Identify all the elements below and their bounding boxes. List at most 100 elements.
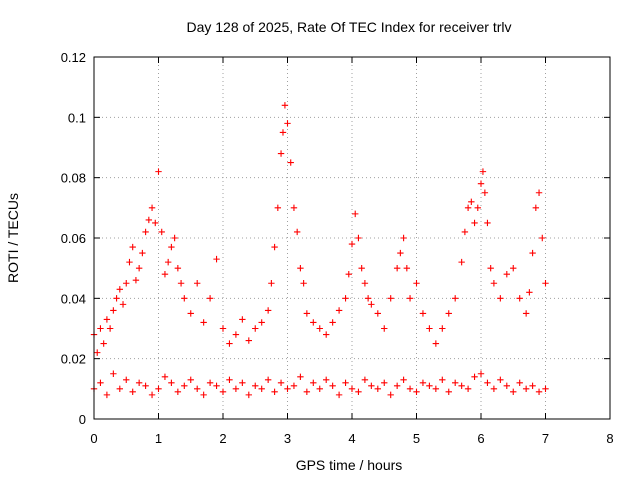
data-point xyxy=(277,150,285,157)
data-point xyxy=(116,385,123,393)
data-point xyxy=(116,286,123,293)
data-point xyxy=(123,280,130,287)
data-point xyxy=(471,373,478,380)
data-point xyxy=(290,382,298,390)
data-point xyxy=(335,391,343,399)
x-tick-label: 3 xyxy=(284,431,291,446)
data-point xyxy=(348,385,356,393)
data-point xyxy=(342,295,349,302)
data-point xyxy=(381,379,388,386)
x-tick-label: 0 xyxy=(90,431,97,446)
plot-frame xyxy=(93,56,611,420)
data-point xyxy=(219,325,227,332)
data-point xyxy=(232,331,240,338)
data-point xyxy=(161,271,169,278)
data-point xyxy=(103,316,111,323)
y-tick-label: 0.06 xyxy=(61,231,86,246)
x-tick-label: 6 xyxy=(477,431,484,446)
data-point xyxy=(432,385,440,393)
data-point xyxy=(529,249,536,257)
data-point xyxy=(187,376,194,383)
data-point xyxy=(297,264,304,272)
x-tick-label: 8 xyxy=(606,431,613,446)
data-point xyxy=(226,376,233,383)
data-point xyxy=(497,295,504,302)
data-point xyxy=(403,264,411,272)
data-point xyxy=(194,385,201,393)
data-point xyxy=(539,234,546,242)
data-point xyxy=(510,388,517,396)
data-point xyxy=(361,280,369,287)
data-point xyxy=(239,316,246,323)
data-point xyxy=(303,310,311,317)
x-tick-label: 5 xyxy=(413,431,420,446)
data-point xyxy=(152,219,159,227)
data-point xyxy=(381,325,388,332)
x-tick-label: 2 xyxy=(219,431,226,446)
data-point xyxy=(279,129,287,136)
data-point xyxy=(464,385,472,393)
data-point xyxy=(232,385,240,393)
data-point xyxy=(345,271,352,278)
data-point xyxy=(364,295,372,302)
data-point xyxy=(110,307,117,314)
data-point xyxy=(490,280,498,287)
data-point xyxy=(226,340,233,347)
data-point xyxy=(258,385,265,393)
data-point xyxy=(526,289,533,296)
data-point xyxy=(310,319,317,326)
data-point xyxy=(413,388,420,396)
data-point xyxy=(271,243,278,251)
x-tick-label: 1 xyxy=(155,431,162,446)
y-tick-label: 0.1 xyxy=(68,110,86,125)
data-point xyxy=(271,388,278,396)
data-point xyxy=(110,370,117,377)
data-point xyxy=(542,385,549,393)
data-point xyxy=(187,310,194,317)
data-point xyxy=(406,385,414,393)
data-point xyxy=(477,180,485,187)
data-point xyxy=(129,388,136,396)
data-point xyxy=(310,379,317,386)
data-point xyxy=(213,382,220,390)
data-point xyxy=(97,325,104,332)
data-point xyxy=(471,219,478,227)
data-point xyxy=(177,280,185,287)
data-point xyxy=(297,373,304,380)
data-point xyxy=(284,385,291,393)
data-point xyxy=(155,168,162,175)
data-point xyxy=(445,388,452,396)
data-point xyxy=(374,310,381,317)
data-point xyxy=(400,376,407,383)
data-point xyxy=(142,382,149,390)
data-points xyxy=(90,102,549,399)
data-point xyxy=(439,376,446,383)
data-point xyxy=(464,204,472,212)
data-point xyxy=(264,376,272,383)
data-point xyxy=(352,210,359,218)
data-point xyxy=(119,301,127,308)
y-tick-label: 0.08 xyxy=(61,171,86,186)
data-point xyxy=(374,385,381,393)
data-point xyxy=(387,391,394,399)
data-point xyxy=(479,168,487,175)
data-point xyxy=(419,310,427,317)
data-point xyxy=(458,382,465,390)
data-point xyxy=(174,264,182,272)
data-point xyxy=(329,382,336,390)
data-point xyxy=(181,382,188,390)
data-point xyxy=(419,379,427,386)
data-point xyxy=(200,391,207,399)
data-point xyxy=(200,319,207,326)
data-point xyxy=(213,255,220,263)
data-point xyxy=(532,204,540,212)
data-point xyxy=(468,198,475,205)
data-point xyxy=(245,391,252,399)
data-point xyxy=(316,325,323,332)
data-point xyxy=(123,376,130,383)
data-point xyxy=(355,234,362,242)
data-point xyxy=(461,228,469,236)
data-point xyxy=(164,258,172,266)
data-point xyxy=(397,249,404,257)
